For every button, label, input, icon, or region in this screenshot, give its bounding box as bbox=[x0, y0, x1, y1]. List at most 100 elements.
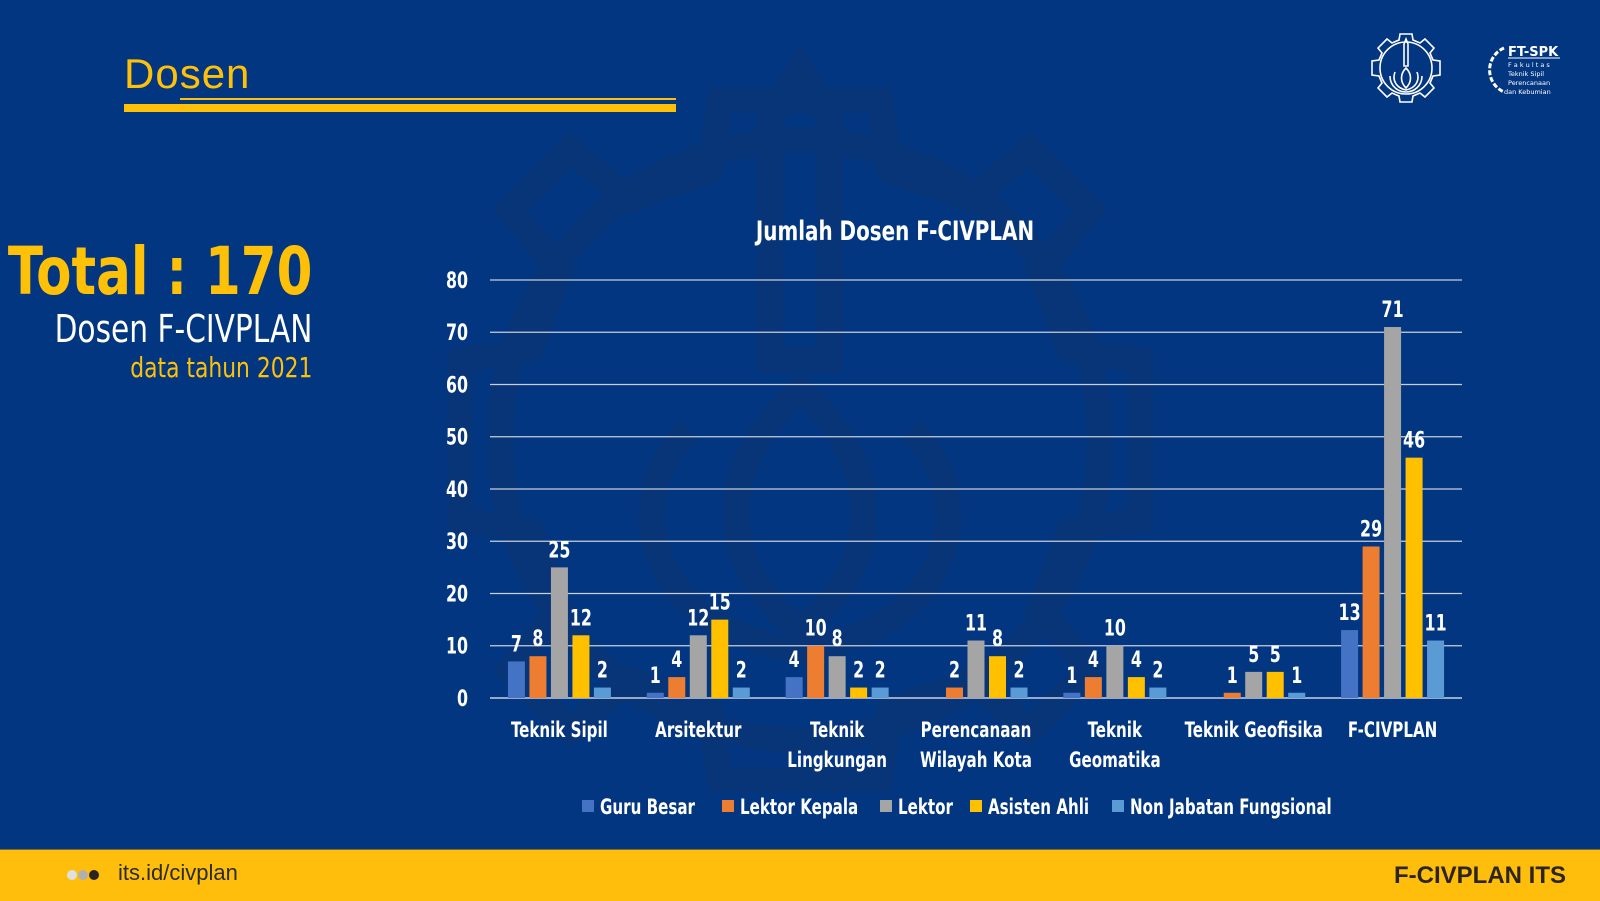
data-label: 1 bbox=[1066, 663, 1077, 688]
slide-title: Dosen bbox=[124, 50, 251, 97]
bar-asisten-ahli bbox=[572, 635, 590, 698]
data-label: 2 bbox=[597, 658, 608, 683]
legend-swatch bbox=[970, 800, 982, 812]
bar-lektor bbox=[828, 656, 846, 698]
bar-lektor bbox=[1384, 327, 1402, 698]
data-label: 8 bbox=[832, 626, 843, 651]
bar-non-jabatan-fungsional bbox=[1288, 692, 1306, 698]
data-label: 10 bbox=[1104, 616, 1126, 641]
legend-label: Asisten Ahli bbox=[988, 795, 1089, 819]
data-label: 13 bbox=[1339, 600, 1361, 625]
footer-dot bbox=[67, 870, 77, 880]
bar-non-jabatan-fungsional bbox=[593, 687, 611, 698]
data-label: 1 bbox=[1227, 663, 1238, 688]
bar-lektor-kepala bbox=[1223, 692, 1241, 698]
data-label: 71 bbox=[1382, 297, 1404, 322]
bar-lektor bbox=[689, 635, 707, 698]
data-label: 2 bbox=[736, 658, 747, 683]
data-label: 5 bbox=[1270, 642, 1281, 667]
x-category-label: Wilayah Kota bbox=[920, 748, 1032, 772]
data-label: 46 bbox=[1403, 428, 1425, 453]
ft-spk-line-4: dan Kebumian bbox=[1504, 88, 1551, 96]
bar-guru-besar bbox=[507, 661, 525, 698]
its-logo-icon bbox=[1371, 33, 1441, 103]
total-subtitle: Dosen F-CIVPLAN bbox=[54, 307, 312, 351]
y-tick-label: 10 bbox=[446, 634, 468, 659]
y-tick-label: 0 bbox=[457, 686, 468, 711]
data-label: 25 bbox=[548, 537, 570, 562]
data-label: 5 bbox=[1248, 642, 1259, 667]
x-category-label: F-CIVPLAN bbox=[1348, 718, 1437, 742]
legend-label: Non Jabatan Fungsional bbox=[1130, 795, 1332, 819]
legend-label: Guru Besar bbox=[600, 795, 695, 819]
data-label: 1 bbox=[1291, 663, 1302, 688]
data-label: 10 bbox=[805, 616, 827, 641]
bar-asisten-ahli bbox=[711, 619, 729, 698]
data-label: 8 bbox=[992, 626, 1003, 651]
bar-guru-besar bbox=[1063, 692, 1081, 698]
bar-guru-besar bbox=[646, 692, 664, 698]
title-underline-thin bbox=[180, 98, 676, 100]
bar-non-jabatan-fungsional bbox=[1010, 687, 1028, 698]
bar-asisten-ahli bbox=[850, 687, 868, 698]
ft-spk-line-1: F a k u l t a s bbox=[1508, 61, 1550, 69]
bar-asisten-ahli bbox=[989, 656, 1006, 698]
bar-lektor-kepala bbox=[1362, 546, 1380, 698]
x-category-label: Perencanaan bbox=[921, 718, 1032, 742]
bar-lektor bbox=[550, 567, 568, 698]
title-underline-thick bbox=[124, 104, 676, 112]
data-label: 1 bbox=[650, 663, 661, 688]
data-label: 2 bbox=[875, 658, 886, 683]
data-label: 2 bbox=[1152, 658, 1163, 683]
legend-label: Lektor Kepala bbox=[740, 795, 858, 819]
bar-lektor bbox=[1106, 645, 1124, 698]
bar-lektor bbox=[967, 640, 985, 698]
data-label: 2 bbox=[1013, 658, 1024, 683]
ft-spk-line-2: Teknik Sipil bbox=[1507, 70, 1544, 78]
x-category-label: Teknik Geofisika bbox=[1185, 718, 1323, 742]
data-label: 11 bbox=[1425, 611, 1447, 636]
total-year-note: data tahun 2021 bbox=[129, 351, 312, 384]
footer-bar: its.id/civplan F-CIVPLAN ITS bbox=[0, 849, 1600, 901]
x-category-label: Arsitektur bbox=[655, 718, 742, 742]
data-label: 2 bbox=[949, 658, 960, 683]
ft-spk-logo-icon: FT-SPK F a k u l t a s Teknik Sipil Pere… bbox=[1488, 45, 1560, 96]
legend-label: Lektor bbox=[898, 795, 953, 819]
data-label: 12 bbox=[687, 605, 709, 630]
legend-swatch bbox=[582, 800, 594, 812]
data-label: 4 bbox=[1088, 647, 1099, 672]
legend-swatch bbox=[1112, 800, 1124, 812]
y-tick-label: 30 bbox=[446, 529, 468, 554]
data-label: 4 bbox=[671, 647, 682, 672]
data-label: 29 bbox=[1360, 517, 1382, 542]
data-label: 2 bbox=[853, 658, 864, 683]
x-category-label: Teknik bbox=[810, 718, 865, 742]
footer-brand: F-CIVPLAN ITS bbox=[1394, 862, 1566, 889]
total-value: Total : 170 bbox=[7, 233, 312, 310]
x-category-label: Lingkungan bbox=[787, 748, 887, 772]
bar-chart: Jumlah Dosen F-CIVPLAN 0 10 20 30 40 50 60 70 80… bbox=[446, 215, 1462, 820]
bar-lektor-kepala bbox=[946, 687, 963, 698]
bar-asisten-ahli bbox=[1127, 677, 1145, 698]
y-tick-label: 80 bbox=[446, 268, 468, 293]
legend-swatch bbox=[880, 800, 892, 812]
bar-guru-besar bbox=[785, 677, 803, 698]
y-tick-label: 50 bbox=[446, 425, 468, 450]
bar-non-jabatan-fungsional bbox=[1149, 687, 1167, 698]
data-label: 7 bbox=[511, 632, 522, 657]
footer-dots-icon bbox=[67, 870, 99, 880]
y-tick-label: 20 bbox=[446, 582, 468, 607]
x-category-label: Geomatika bbox=[1069, 748, 1161, 772]
data-label: 8 bbox=[532, 626, 543, 651]
chart-title: Jumlah Dosen F-CIVPLAN bbox=[754, 215, 1034, 247]
ft-spk-logo-text: FT-SPK bbox=[1508, 45, 1559, 60]
data-label: 12 bbox=[570, 605, 592, 630]
footer-dot bbox=[78, 870, 88, 880]
footer-url-link[interactable]: its.id/civplan bbox=[118, 860, 238, 885]
bar-lektor-kepala bbox=[807, 645, 825, 698]
legend-swatch bbox=[722, 800, 734, 812]
y-tick-label: 40 bbox=[446, 477, 468, 502]
y-tick-label: 70 bbox=[446, 320, 468, 345]
data-label: 4 bbox=[1131, 647, 1142, 672]
bar-lektor-kepala bbox=[668, 677, 686, 698]
